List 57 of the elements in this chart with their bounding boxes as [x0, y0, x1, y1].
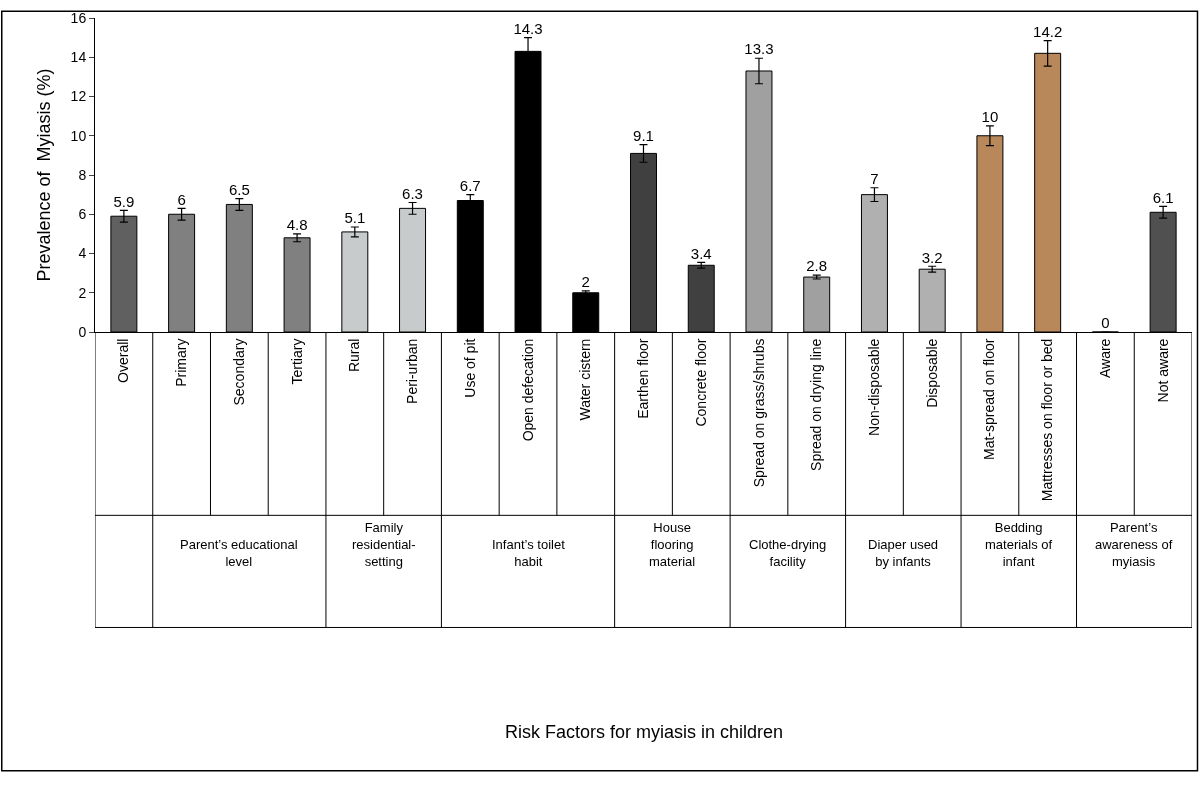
data-label: 6.3 — [402, 184, 423, 202]
x-tick-label: Non-disposable — [866, 338, 882, 436]
x-tick-label: Not aware — [1154, 338, 1171, 403]
x-tick-label: Earthen floor — [635, 338, 652, 419]
x-tick-label: Disposable — [923, 338, 940, 408]
x-tick-label: Spread on drying line — [808, 338, 825, 471]
x-tick-label: Peri-urban — [404, 338, 421, 404]
data-label: 9.1 — [633, 126, 654, 144]
y-axis-title: Prevalence of Myiasis (%) — [33, 68, 54, 282]
text: Parent’s educational level — [180, 537, 298, 569]
data-label: 13.3 — [744, 40, 774, 58]
x-tick-label: Rural — [346, 338, 363, 373]
text: Risk Factors for myiasis in children — [505, 722, 784, 742]
data-label: 14.3 — [513, 19, 543, 37]
data-label: 14.2 — [1033, 22, 1063, 40]
y-tick-label: 14 — [70, 49, 87, 66]
data-label: 6.5 — [228, 180, 250, 198]
x-tick-label: Mattresses on floor or bed — [1039, 338, 1056, 502]
x-tick-label: Mat-spread on floor — [981, 338, 998, 461]
x-tick-label: Use of pit — [461, 338, 478, 398]
data-label: 2 — [581, 273, 590, 291]
y-tick-label: 0 — [78, 323, 87, 340]
text: House flooring material — [649, 520, 696, 569]
x-tick-label: Concrete floor — [692, 338, 709, 427]
x-tick-label: Water cistern — [577, 338, 594, 421]
y-tick-label: 16 — [70, 9, 87, 26]
data-label: 0 — [1101, 314, 1110, 332]
text: Bedding materials of infant — [985, 520, 1053, 569]
x-tick-label: Primary — [173, 338, 190, 387]
data-label: 3.2 — [921, 248, 943, 266]
y-tick-label: 4 — [78, 245, 87, 262]
data-label: 5.9 — [113, 192, 135, 210]
data-label: 2.8 — [806, 257, 828, 275]
text: Family residential-setting — [352, 520, 416, 569]
y-tick-label: 8 — [78, 166, 87, 183]
x-tick-label: Aware — [1096, 338, 1113, 379]
y-tick-label: 6 — [78, 206, 87, 223]
x-tick-label: Tertiary — [288, 338, 305, 385]
y-tick-label: 2 — [78, 284, 87, 301]
data-label: 10 — [981, 108, 999, 126]
x-tick-label: Secondary — [230, 338, 247, 406]
data-label: 6 — [177, 190, 186, 208]
text: Infant’s toilet habit — [492, 537, 566, 569]
y-tick-label: 10 — [70, 127, 87, 144]
data-label: 4.8 — [286, 216, 308, 234]
y-tick-label: 12 — [70, 88, 87, 105]
data-label: 6.7 — [459, 176, 481, 194]
text: Parent’s awareness of myiasis — [1095, 520, 1173, 569]
text: Clothe-drying facility — [749, 537, 827, 569]
data-label: 6.1 — [1152, 188, 1174, 206]
x-tick-label: Spread on grass/shrubs — [750, 338, 767, 488]
data-label: 3.4 — [690, 244, 712, 262]
x-tick-label: Open defecation — [519, 338, 536, 442]
data-label: 5.1 — [344, 209, 366, 227]
x-tick-label: Overall — [115, 338, 132, 383]
data-label: 7 — [870, 170, 879, 188]
text: Diaper used by infants — [868, 537, 939, 569]
